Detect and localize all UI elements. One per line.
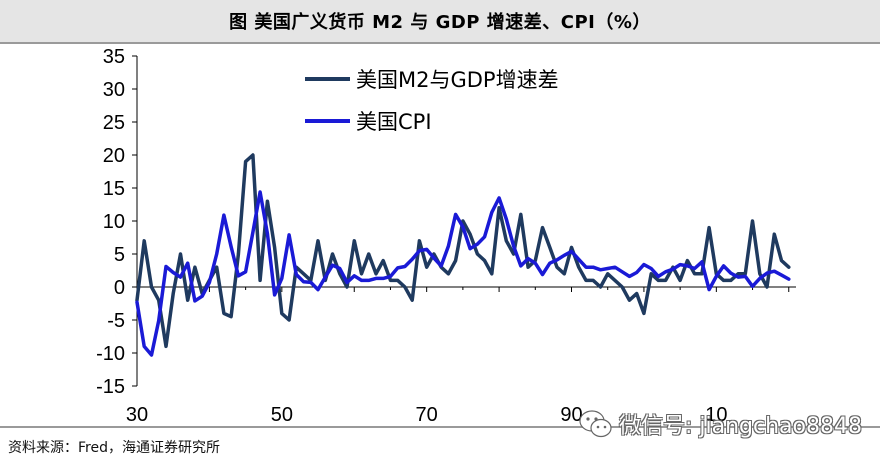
x-tick-label: 70 xyxy=(416,404,438,426)
y-tick-label: -15 xyxy=(96,376,125,398)
source-bar: 资料来源：Fred，海通证券研究所 xyxy=(0,426,880,466)
series-line-m2-gdp xyxy=(135,153,791,349)
x-tick-label: 90 xyxy=(560,404,582,426)
x-tick-label: 10 xyxy=(705,404,727,426)
y-tick-label: 30 xyxy=(103,79,125,101)
y-tick-label: 25 xyxy=(103,112,125,134)
y-tick-label: 5 xyxy=(114,244,125,266)
legend-label-cpi: 美国CPI xyxy=(356,110,432,134)
watermark-text: 微信号: jiangchao8848 xyxy=(619,414,862,439)
source-note: 资料来源：Fred，海通证券研究所 xyxy=(8,440,220,456)
chart-title: 图 美国广义货币 M2 与 GDP 增速差、CPI（%） xyxy=(229,12,651,33)
y-tick-label: -5 xyxy=(107,310,125,332)
title-bar: 图 美国广义货币 M2 与 GDP 增速差、CPI（%） xyxy=(0,0,880,44)
series-line-cpi xyxy=(135,190,791,357)
wechat-icon xyxy=(579,410,612,438)
y-tick-label: 20 xyxy=(103,145,125,167)
y-tick-label: 10 xyxy=(103,211,125,233)
legend-label-m2-gdp: 美国M2与GDP增速差 xyxy=(356,68,559,92)
y-axis-tick-labels: -15 -10 -5 0 5 10 15 20 25 30 35 xyxy=(96,46,125,398)
y-tick-label: 35 xyxy=(103,46,125,68)
chart-series xyxy=(135,153,791,357)
x-axis-tick-labels: 30 50 70 90 10 xyxy=(126,404,728,426)
x-tick-label: 50 xyxy=(271,404,293,426)
line-chart: -15 -10 -5 0 5 10 15 20 25 30 35 30 50 70 90 10 美国M2与G… xyxy=(96,46,796,426)
y-tick-label: 15 xyxy=(103,178,125,200)
y-tick-label: 0 xyxy=(114,277,125,299)
x-tick-label: 30 xyxy=(126,404,148,426)
watermark: 微信号: jiangchao8848 xyxy=(579,402,862,446)
y-tick-label: -10 xyxy=(96,343,125,365)
